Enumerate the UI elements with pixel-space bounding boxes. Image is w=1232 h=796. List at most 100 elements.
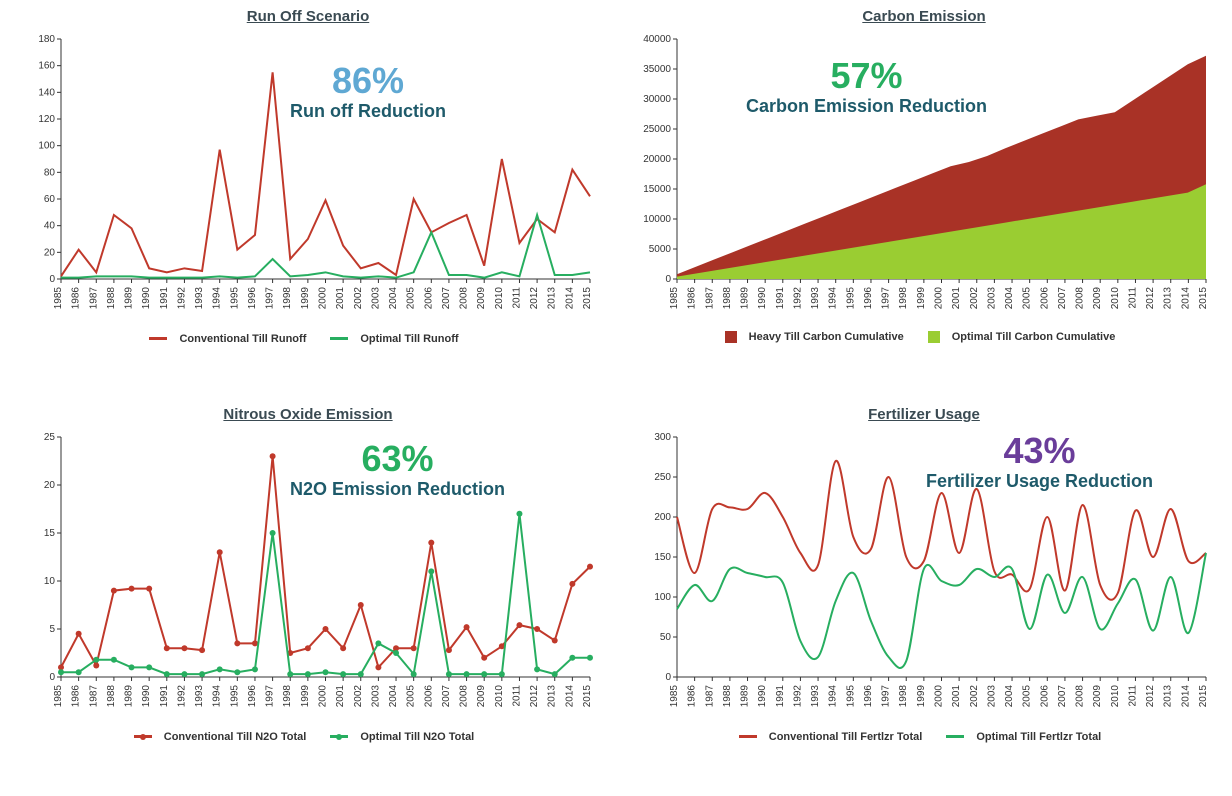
svg-text:2003: 2003 [986,685,997,708]
svg-text:2012: 2012 [1145,685,1156,708]
svg-text:2012: 2012 [1145,287,1156,310]
svg-text:1990: 1990 [141,287,152,310]
svg-text:1987: 1987 [88,287,99,310]
svg-text:5: 5 [49,624,55,635]
svg-text:1985: 1985 [53,287,64,310]
svg-text:40: 40 [44,221,56,232]
svg-text:1989: 1989 [124,287,135,310]
svg-text:1997: 1997 [265,685,276,708]
svg-text:1999: 1999 [916,685,927,708]
svg-text:1995: 1995 [229,287,240,310]
svg-text:0: 0 [665,672,671,683]
svg-text:2000: 2000 [934,685,945,708]
svg-text:1988: 1988 [722,287,733,310]
svg-text:2006: 2006 [1039,685,1050,708]
svg-text:2014: 2014 [564,685,575,708]
svg-text:30000: 30000 [643,94,671,105]
svg-text:1989: 1989 [124,685,135,708]
svg-text:2006: 2006 [423,685,434,708]
svg-text:20000: 20000 [643,154,671,165]
svg-text:2008: 2008 [1075,287,1086,310]
callout-runoff: 86% Run off Reduction [290,60,446,122]
svg-text:1996: 1996 [247,287,258,310]
title-runoff: Run Off Scenario [16,8,600,25]
svg-text:2002: 2002 [969,287,980,310]
n2o-pct: 63% [290,438,505,480]
svg-text:1994: 1994 [828,685,839,708]
legend-runoff: Conventional Till RunoffOptimal Till Run… [16,331,600,345]
svg-text:1986: 1986 [687,685,698,708]
svg-text:2003: 2003 [370,685,381,708]
svg-text:2010: 2010 [1110,287,1121,310]
panel-carbon: Carbon Emission 57% Carbon Emission Redu… [616,0,1232,398]
svg-text:50: 50 [660,632,672,643]
svg-text:1998: 1998 [898,287,909,310]
svg-text:10: 10 [44,576,56,587]
svg-text:1986: 1986 [687,287,698,310]
svg-text:2014: 2014 [1180,685,1191,708]
svg-text:1993: 1993 [194,685,205,708]
svg-text:1988: 1988 [106,287,117,310]
svg-text:1988: 1988 [722,685,733,708]
svg-text:1992: 1992 [176,685,187,708]
svg-text:1988: 1988 [106,685,117,708]
svg-text:1990: 1990 [757,685,768,708]
svg-text:2006: 2006 [1039,287,1050,310]
svg-text:40000: 40000 [643,34,671,45]
svg-text:1994: 1994 [828,287,839,310]
svg-text:2005: 2005 [1022,685,1033,708]
svg-text:2005: 2005 [1022,287,1033,310]
svg-text:2003: 2003 [370,287,381,310]
svg-text:2013: 2013 [547,287,558,310]
svg-text:120: 120 [38,114,55,125]
callout-fertilizer: 43% Fertilizer Usage Reduction [926,430,1153,492]
svg-text:180: 180 [38,34,55,45]
svg-text:140: 140 [38,87,55,98]
svg-text:2011: 2011 [511,287,522,309]
title-n2o: Nitrous Oxide Emission [16,406,600,423]
svg-text:1987: 1987 [704,685,715,708]
svg-text:2010: 2010 [494,287,505,310]
svg-text:1987: 1987 [704,287,715,310]
svg-text:80: 80 [44,167,56,178]
svg-text:25: 25 [44,432,56,443]
svg-text:1998: 1998 [282,287,293,310]
svg-text:15000: 15000 [643,184,671,195]
svg-text:2004: 2004 [388,685,399,708]
svg-text:2012: 2012 [529,685,540,708]
svg-text:2007: 2007 [1057,685,1068,708]
svg-text:10000: 10000 [643,214,671,225]
svg-text:2010: 2010 [494,685,505,708]
svg-text:2003: 2003 [986,287,997,310]
n2o-sub: N2O Emission Reduction [290,480,505,500]
panel-runoff: Run Off Scenario 86% Run off Reduction 0… [0,0,616,398]
svg-text:20: 20 [44,480,56,491]
fertilizer-pct: 43% [926,430,1153,472]
svg-text:1992: 1992 [792,685,803,708]
svg-text:1996: 1996 [863,685,874,708]
svg-text:2014: 2014 [564,287,575,310]
svg-text:1996: 1996 [247,685,258,708]
svg-text:2011: 2011 [1127,287,1138,309]
svg-text:0: 0 [49,274,55,285]
svg-text:1987: 1987 [88,685,99,708]
legend-carbon: Heavy Till Carbon CumulativeOptimal Till… [632,331,1216,346]
legend-fertilizer: Conventional Till Fertlzr TotalOptimal T… [632,729,1216,743]
svg-text:1991: 1991 [159,685,170,708]
svg-text:2010: 2010 [1110,685,1121,708]
title-carbon: Carbon Emission [632,8,1216,25]
fertilizer-sub: Fertilizer Usage Reduction [926,472,1153,492]
svg-text:1997: 1997 [881,287,892,310]
svg-text:250: 250 [654,472,671,483]
svg-text:160: 160 [38,61,55,72]
svg-text:300: 300 [654,432,671,443]
svg-text:2015: 2015 [582,685,593,708]
svg-text:1999: 1999 [916,287,927,310]
svg-text:1995: 1995 [845,287,856,310]
svg-text:2013: 2013 [1163,685,1174,708]
svg-text:2007: 2007 [441,287,452,310]
svg-text:1998: 1998 [282,685,293,708]
svg-text:2000: 2000 [318,685,329,708]
svg-text:2001: 2001 [335,287,346,310]
svg-text:1985: 1985 [669,685,680,708]
